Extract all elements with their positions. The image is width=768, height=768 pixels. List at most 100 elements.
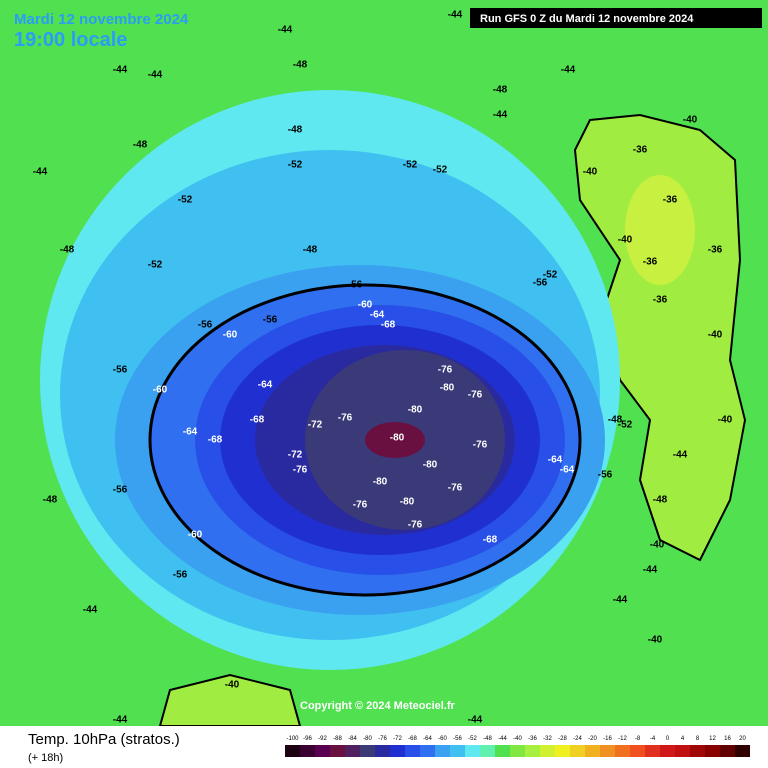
legend-swatch [630, 745, 645, 757]
contour-label: -36 [708, 245, 723, 256]
legend-label: -16 [603, 736, 612, 742]
legend-label: -72 [393, 736, 402, 742]
legend-swatch [465, 745, 480, 757]
contour-label: -44 [493, 110, 508, 121]
legend-swatch [360, 745, 375, 757]
contour-label: -52 [178, 195, 193, 206]
legend-swatch [570, 745, 585, 757]
legend-label: -40 [513, 736, 522, 742]
legend-swatch [375, 745, 390, 757]
contour-label: -64 [183, 427, 198, 438]
legend-swatch [720, 745, 735, 757]
contour-label: -60 [153, 385, 168, 396]
contour-label: -60 [223, 330, 238, 341]
legend-swatch [585, 745, 600, 757]
legend-swatch [285, 745, 300, 757]
contour-label: -52 [543, 270, 558, 281]
contour-label: -44 [278, 25, 293, 36]
contour-label: -68 [483, 535, 498, 546]
legend-swatch [315, 745, 330, 757]
warm-area [625, 175, 695, 285]
contour-label: -76 [408, 520, 423, 531]
contour-label: -64 [370, 310, 385, 321]
legend-swatch [450, 745, 465, 757]
legend-swatch [675, 745, 690, 757]
contour-label: -80 [423, 460, 438, 471]
legend-swatch [660, 745, 675, 757]
contour-label: -40 [618, 235, 633, 246]
legend-swatch [345, 745, 360, 757]
time: 19:00 locale [14, 29, 127, 51]
contour-label: -76 [438, 365, 453, 376]
legend-swatch [645, 745, 660, 757]
contour-label: -48 [293, 60, 308, 71]
legend-swatch [300, 745, 315, 757]
contour-label: -36 [643, 257, 658, 268]
contour-label: -60 [188, 530, 203, 541]
legend-label: 4 [681, 736, 685, 742]
contour-label: -48 [133, 140, 148, 151]
contour-label: -56 [348, 280, 363, 291]
contour-label: -40 [648, 635, 663, 646]
legend-swatch [495, 745, 510, 757]
contour-label: -56 [198, 320, 213, 331]
contour-label: -80 [373, 477, 388, 488]
contour-label: -40 [718, 415, 733, 426]
legend-swatch [690, 745, 705, 757]
contour-label: -52 [403, 160, 418, 171]
contour-label: -72 [308, 420, 323, 431]
legend-label: 20 [739, 736, 746, 742]
contour-label: -52 [618, 420, 633, 431]
lead: (+ 18h) [28, 752, 63, 764]
legend-label: -92 [318, 736, 327, 742]
legend-label: -20 [588, 736, 597, 742]
legend-swatch [390, 745, 405, 757]
legend-label: -4 [650, 736, 656, 742]
legend-label: -76 [378, 736, 387, 742]
legend-swatch [405, 745, 420, 757]
contour-label: -56 [113, 365, 128, 376]
contour-label: -76 [448, 483, 463, 494]
legend-swatch [615, 745, 630, 757]
contour-label: -44 [83, 605, 98, 616]
contour-label: -76 [338, 413, 353, 424]
legend-label: -28 [558, 736, 567, 742]
landmass [158, 673, 302, 727]
contour-label: -40 [683, 115, 698, 126]
legend-label: -24 [573, 736, 582, 742]
legend-label: -52 [468, 736, 477, 742]
contour-label: -72 [288, 450, 303, 461]
legend-label: -64 [423, 736, 432, 742]
legend-swatch [735, 745, 750, 757]
contour-label: -56 [173, 570, 188, 581]
legend-label: -56 [453, 736, 462, 742]
contour-label: -52 [433, 165, 448, 176]
contour-label: -36 [663, 195, 678, 206]
legend-label: -96 [303, 736, 312, 742]
contour-label: -44 [643, 565, 658, 576]
legend-label: -84 [348, 736, 357, 742]
contour-label: -44 [33, 167, 48, 178]
contour-label: -80 [408, 405, 423, 416]
contour-label: -44 [113, 715, 128, 726]
contour-label: -40 [708, 330, 723, 341]
legend-swatch [600, 745, 615, 757]
contour-label: -80 [440, 383, 455, 394]
contour-label: -52 [288, 160, 303, 171]
contour-label: -68 [250, 415, 265, 426]
legend-label: 16 [724, 736, 731, 742]
legend-swatch [510, 745, 525, 757]
contour-label: -44 [613, 595, 628, 606]
contour-label: -48 [608, 415, 623, 426]
contour-label: -36 [633, 145, 648, 156]
contour-label: -48 [653, 495, 668, 506]
contour-label: -44 [148, 70, 163, 81]
legend-label: -12 [618, 736, 627, 742]
legend-label: -80 [363, 736, 372, 742]
legend-label: -88 [333, 736, 342, 742]
legend-label: 12 [709, 736, 716, 742]
contour-label: -68 [381, 320, 396, 331]
legend-label: -100 [286, 736, 299, 742]
legend-label: -44 [498, 736, 507, 742]
